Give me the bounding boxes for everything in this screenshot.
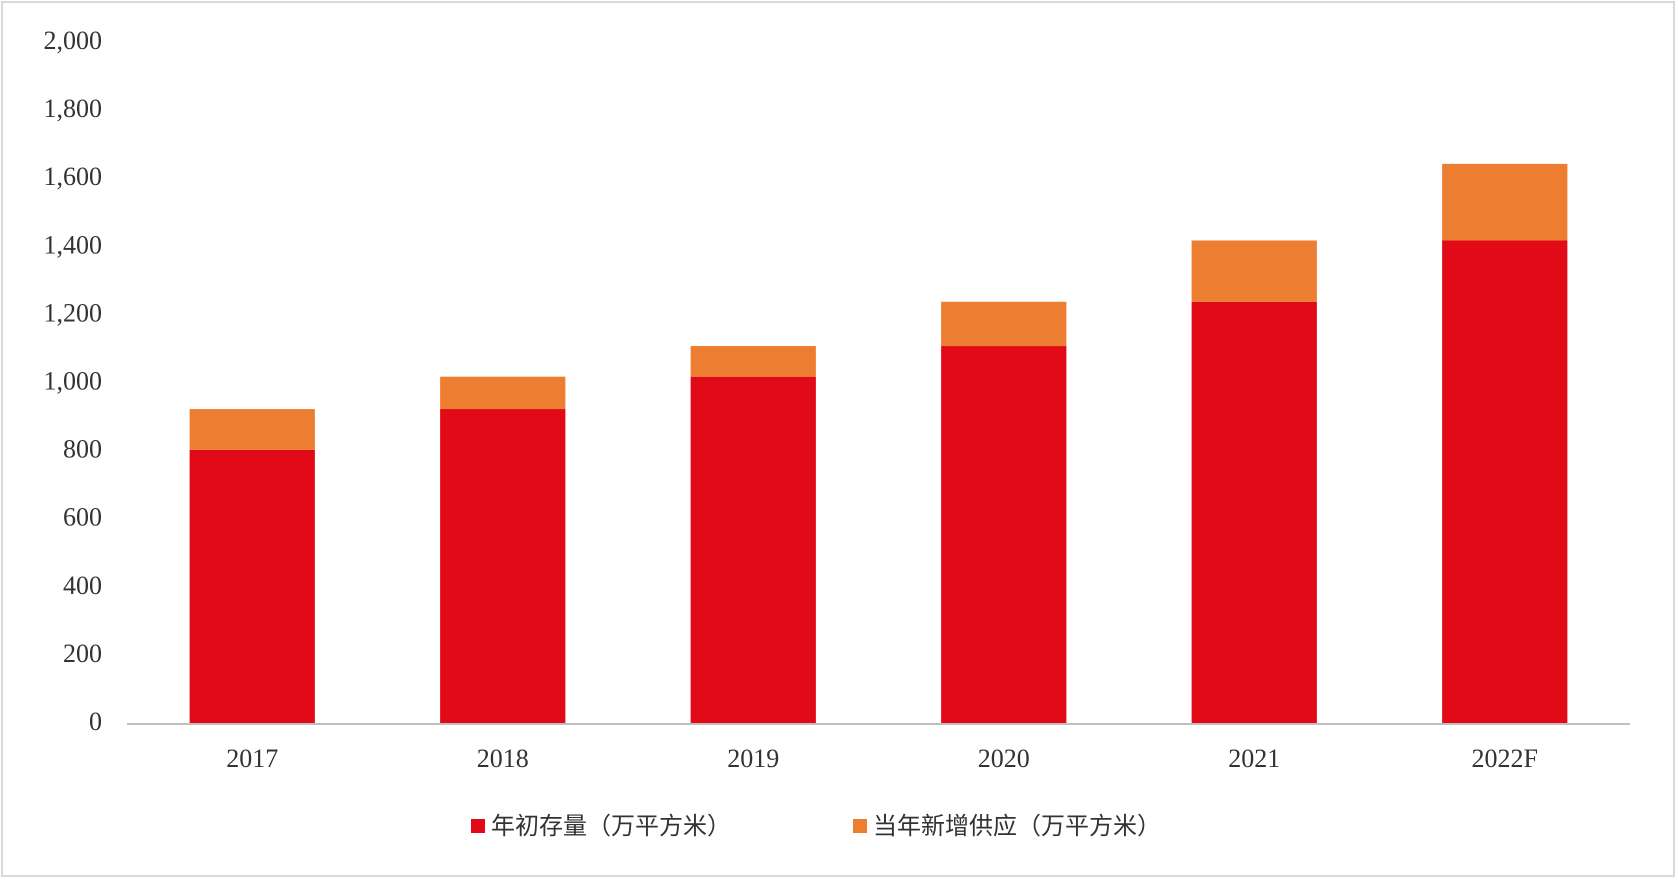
bar [941,346,1067,724]
y-tick-label: 400 [63,571,102,600]
bar [690,346,816,377]
x-tick-label: 2021 [1228,744,1280,773]
y-tick-label: 1,200 [44,298,103,327]
legend-label: 年初存量（万平方米） [491,812,731,840]
y-tick-label: 1,000 [44,366,103,395]
bar [690,376,816,724]
bar [1191,301,1317,724]
x-tick-label: 2022F [1472,744,1538,773]
bar [440,376,566,410]
bar [941,301,1067,347]
bar [1191,240,1317,302]
legend-swatch [853,819,867,833]
y-tick-label: 1,400 [44,230,103,259]
legend-swatch [471,819,485,833]
y-tick-label: 1,800 [44,94,103,123]
x-tick-label: 2017 [226,744,278,773]
x-tick-label: 2018 [477,744,529,773]
bar [189,409,315,450]
y-tick-label: 1,600 [44,162,103,191]
legend-label: 当年新增供应（万平方米） [873,812,1161,840]
y-tick-label: 800 [63,435,102,464]
x-tick-label: 2019 [727,744,779,773]
y-tick-label: 0 [89,707,102,736]
bar [189,449,315,724]
y-tick-label: 600 [63,503,102,532]
bar [440,409,566,724]
y-tick-label: 200 [63,639,102,668]
x-tick-label: 2020 [978,744,1030,773]
bar [1442,163,1568,241]
y-tick-label: 2,000 [44,26,103,55]
bar [1442,240,1568,725]
